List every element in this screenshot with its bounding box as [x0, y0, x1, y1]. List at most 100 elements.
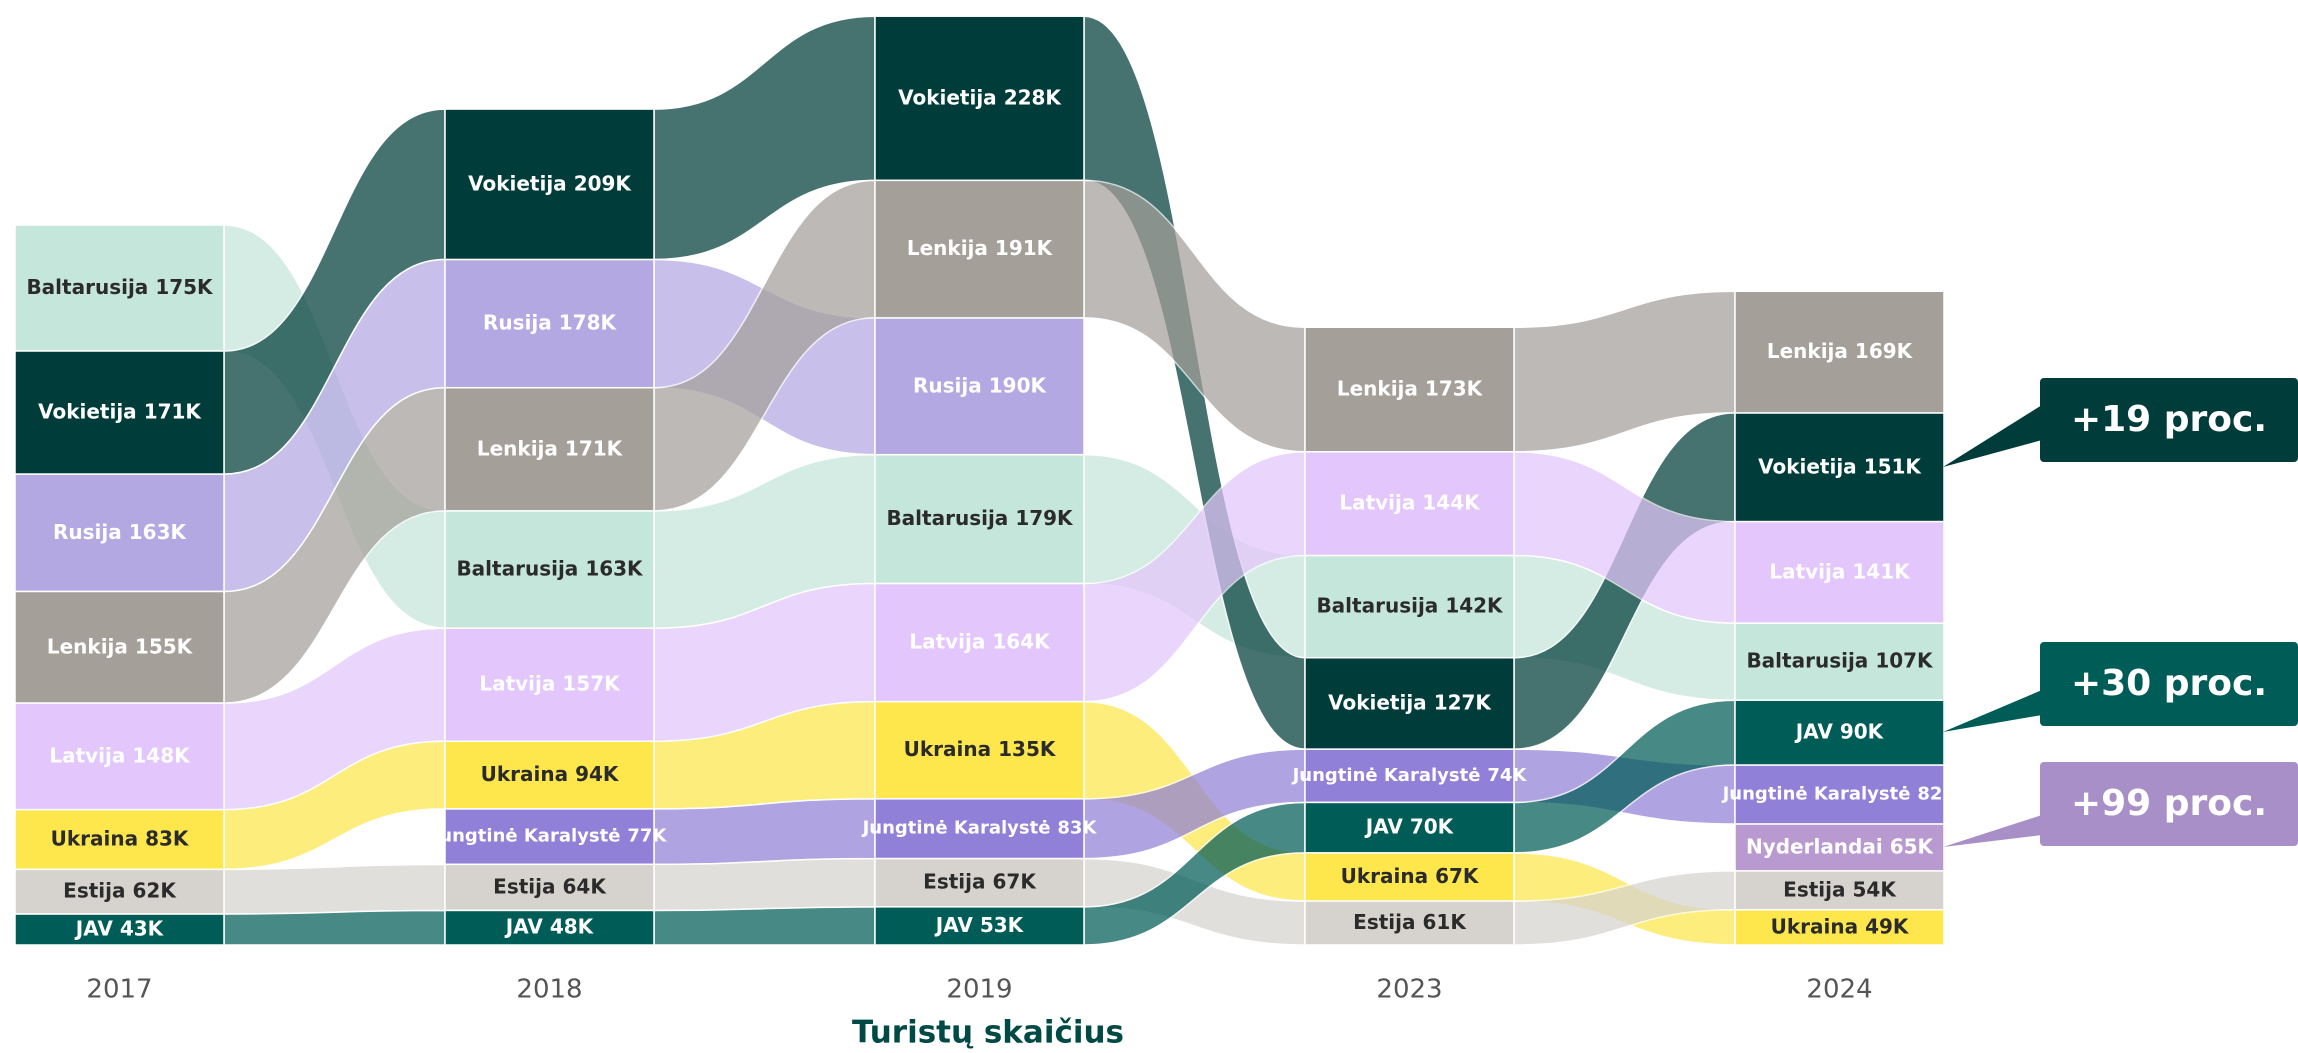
annotation-pointer — [1943, 815, 2042, 847]
bar-label: Baltarusija 179K — [886, 506, 1074, 530]
value-label: 74K — [1487, 765, 1527, 786]
value-label: 209K — [574, 171, 633, 195]
bar — [14, 913, 225, 946]
bar — [874, 582, 1085, 703]
bar — [444, 627, 655, 742]
bar — [1304, 326, 1515, 453]
value-label: 82K — [1917, 784, 1957, 805]
bar — [444, 386, 655, 512]
series-name: Lenkija — [47, 634, 128, 658]
series-name: Ukraina — [1771, 914, 1859, 938]
series-name: JAV — [74, 916, 114, 940]
value-label: 141K — [1852, 559, 1911, 583]
series-name: Estija — [493, 874, 555, 898]
bar-label: Baltarusija 175K — [26, 275, 214, 299]
labels: Baltarusija 175K Baltarusija 163K Baltarusij… — [26, 85, 1957, 940]
series-name: Baltarusija — [26, 275, 148, 299]
value-label: 62K — [133, 878, 178, 902]
bar-label: Ukraina 67K — [1341, 863, 1480, 887]
series-name: Ukraina — [481, 762, 569, 786]
series-name: Jungtinė Karalystė — [1291, 765, 1481, 786]
bar-label: Vokietija 209K — [468, 171, 632, 195]
series-name: JAV — [1364, 814, 1404, 838]
value-label: 190K — [989, 373, 1048, 397]
value-label: 83K — [145, 826, 190, 850]
bar — [1734, 520, 1945, 624]
bar-label: Vokietija 171K — [38, 399, 202, 423]
series-name: Latvija — [49, 743, 125, 767]
series-name: Estija — [63, 878, 125, 902]
annotation-text: +30 proc. — [2071, 663, 2267, 704]
bar — [444, 258, 655, 389]
value-label: 228K — [1004, 85, 1063, 109]
value-label: 163K — [129, 519, 188, 543]
flow — [223, 863, 446, 915]
bar-label: Latvija 148K — [49, 743, 191, 767]
bar — [14, 868, 225, 915]
bar-label: JAV 48K — [504, 914, 595, 938]
bar-label: Vokietija 127K — [1328, 690, 1492, 714]
bar-label: Estija 54K — [1783, 877, 1897, 901]
bar — [1304, 801, 1515, 854]
bar — [1734, 908, 1945, 946]
series-name: Ukraina — [904, 737, 992, 761]
value-label: 171K — [565, 436, 624, 460]
series-name: Latvija — [1769, 559, 1845, 583]
bar-label: JAV 70K — [1364, 814, 1455, 838]
bar — [874, 857, 1085, 908]
bar — [444, 108, 655, 261]
bar-label: Ukraina 49K — [1771, 914, 1910, 938]
value-label: 43K — [120, 916, 165, 940]
value-label: 49K — [1865, 914, 1910, 938]
annotation: +30 proc. — [1943, 642, 2298, 732]
bar-label: Ukraina 135K — [904, 737, 1057, 761]
bar-label: Lenkija 171K — [477, 436, 624, 460]
series-name: Baltarusija — [1316, 593, 1438, 617]
value-label: 53K — [980, 912, 1025, 936]
value-label: 107K — [1875, 648, 1934, 672]
flow — [653, 857, 876, 912]
bar-label: Nyderlandai 65K — [1746, 834, 1935, 858]
series-name: Jungtinė Karalystė — [431, 826, 621, 847]
series-name: Ukraina — [1341, 863, 1429, 887]
bar — [444, 863, 655, 912]
bar — [14, 473, 225, 593]
series-name: Jungtinė Karalystė — [1721, 784, 1911, 805]
bar — [444, 808, 655, 866]
series-name: Jungtinė Karalystė — [861, 818, 1051, 839]
bar-label: Lenkija 173K — [1337, 376, 1484, 400]
bar-label: Latvija 144K — [1339, 490, 1481, 514]
value-label: 169K — [1855, 339, 1914, 363]
value-label: 175K — [155, 275, 214, 299]
value-label: 151K — [1864, 454, 1923, 478]
bar — [1304, 656, 1515, 750]
series-name: Vokietija — [1328, 690, 1427, 714]
series-name: Lenkija — [907, 236, 988, 260]
series-name: Lenkija — [1767, 339, 1848, 363]
bar — [874, 906, 1085, 946]
bar-label: Latvija 141K — [1769, 559, 1911, 583]
series-name: Baltarusija — [886, 506, 1008, 530]
bar-label: Latvija 157K — [479, 671, 621, 695]
series-name: Baltarusija — [456, 556, 578, 580]
value-label: 144K — [1422, 490, 1481, 514]
series-name: JAV — [934, 912, 974, 936]
series-name: Baltarusija — [1746, 648, 1868, 672]
value-label: 148K — [132, 743, 191, 767]
bar-label: Rusija 178K — [483, 310, 617, 334]
value-label: 178K — [559, 310, 618, 334]
x-tick-label: 2023 — [1376, 975, 1442, 1005]
series-name: Rusija — [483, 310, 552, 334]
x-tick-label: 2019 — [946, 975, 1012, 1005]
series-name: Ukraina — [51, 826, 139, 850]
bar-label: Jungtinė Karalystė 74K — [1291, 765, 1528, 786]
x-tick-label: 2024 — [1806, 975, 1872, 1005]
bar — [444, 740, 655, 810]
bar — [874, 798, 1085, 860]
flow — [223, 909, 446, 946]
value-label: 90K — [1840, 719, 1885, 743]
series-name: Estija — [923, 869, 985, 893]
value-label: 67K — [993, 869, 1038, 893]
series-name: Vokietija — [898, 85, 997, 109]
